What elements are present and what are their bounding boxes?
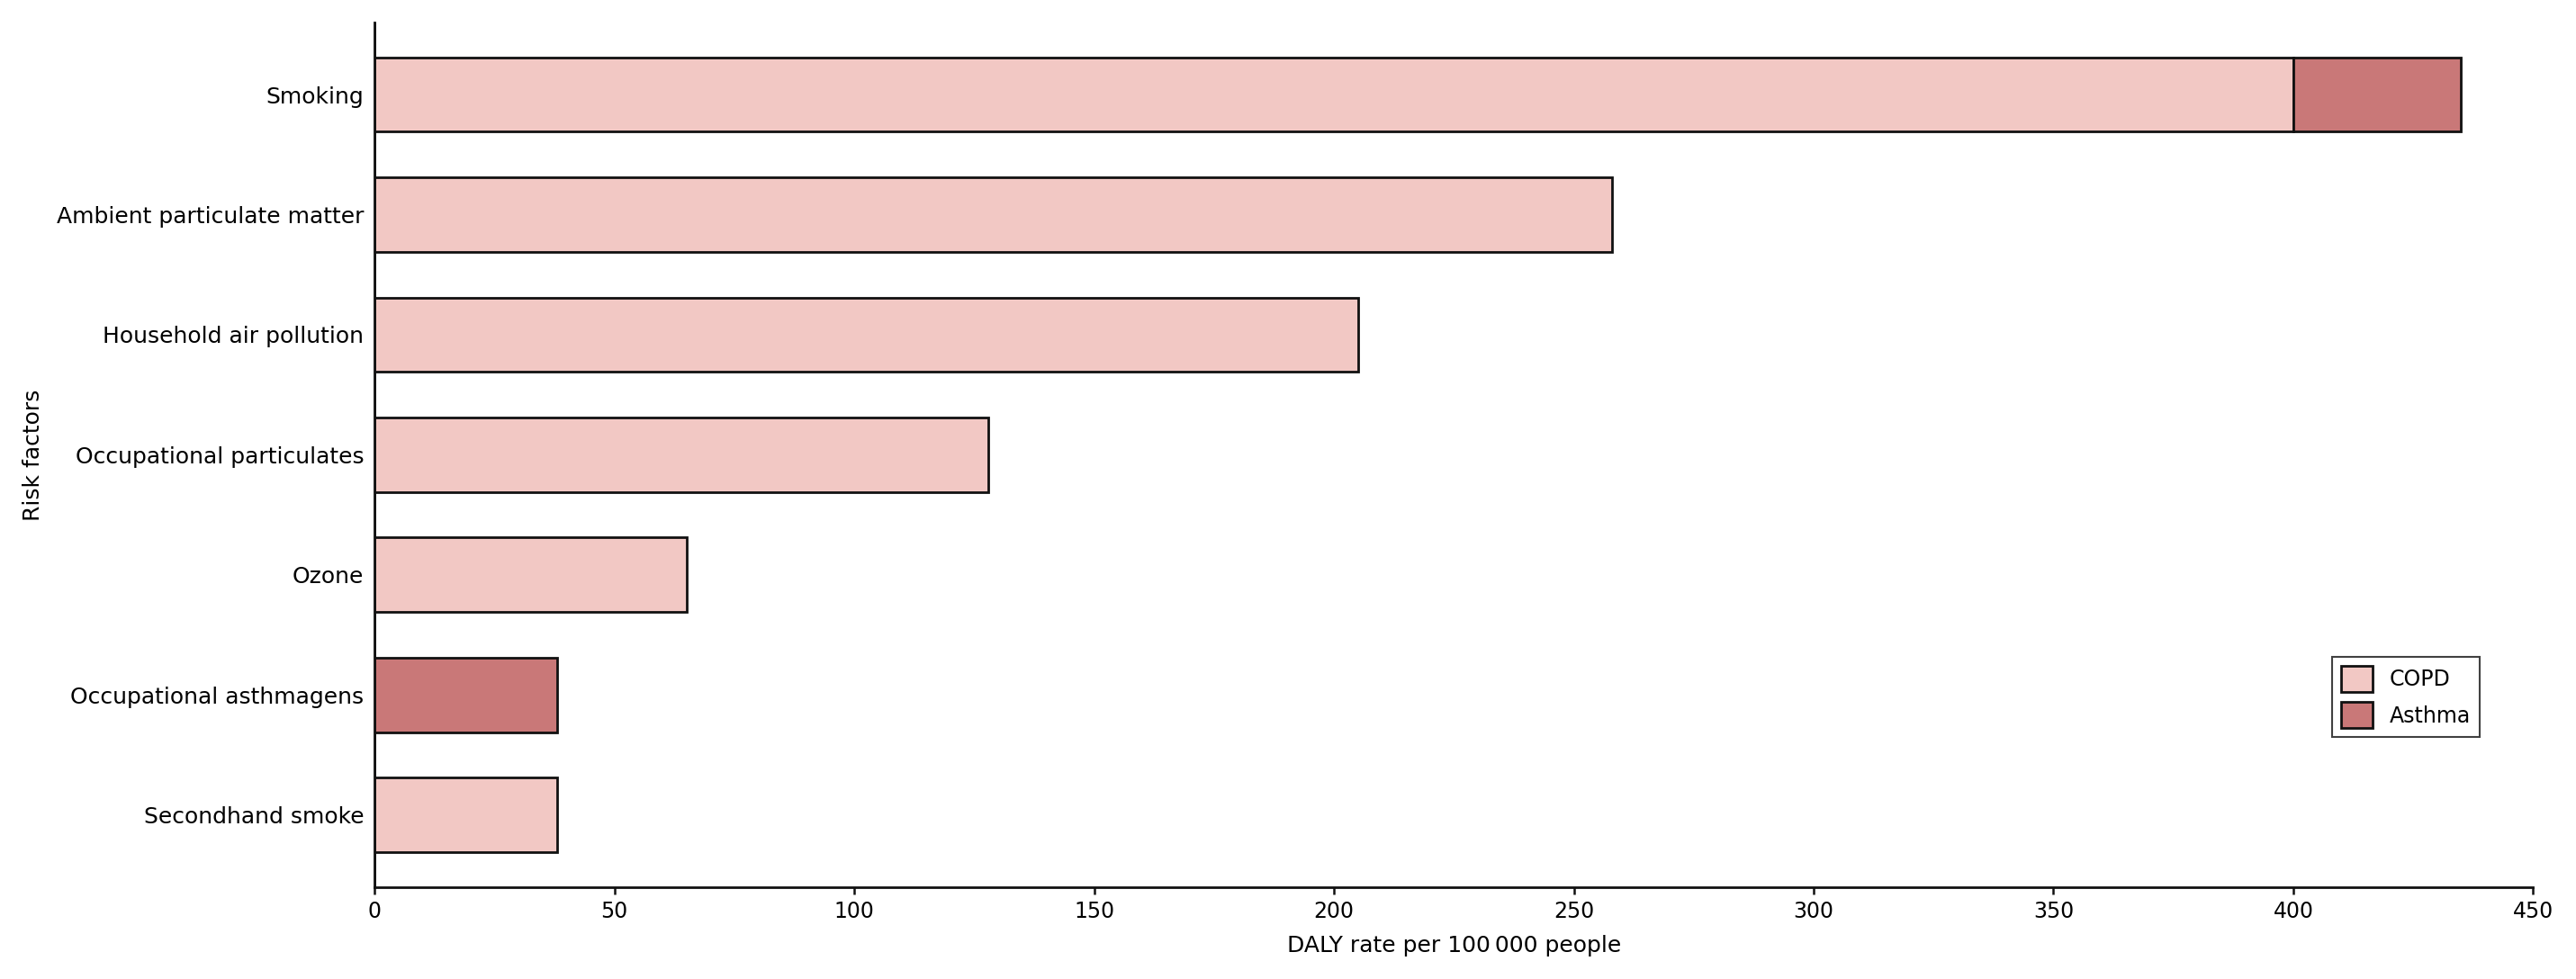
Bar	[2293, 58, 2460, 132]
Bar	[374, 537, 685, 612]
Y-axis label: Risk factors: Risk factors	[23, 389, 44, 521]
Bar	[374, 58, 2293, 132]
Bar	[374, 177, 1613, 252]
Legend: COPD, Asthma: COPD, Asthma	[2331, 657, 2478, 736]
Bar	[374, 418, 989, 492]
Bar	[374, 298, 1358, 372]
Bar	[374, 658, 556, 732]
Bar	[374, 777, 556, 853]
X-axis label: DALY rate per 100 000 people: DALY rate per 100 000 people	[1288, 935, 1620, 956]
